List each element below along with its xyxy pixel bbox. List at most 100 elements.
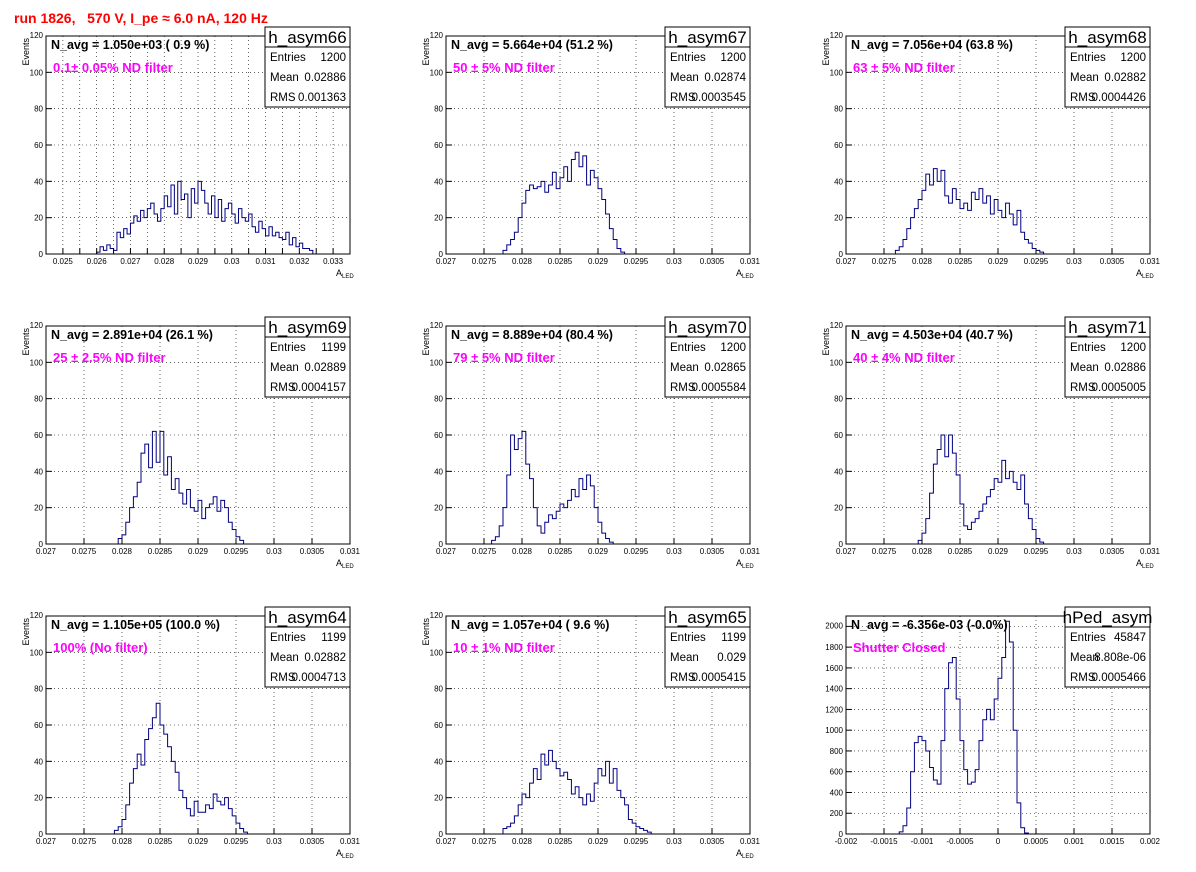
y-tick-label: 80 <box>34 105 43 114</box>
y-tick-label: 20 <box>834 504 843 513</box>
y-tick-label: 20 <box>834 214 843 223</box>
x-tick-label: 0.029 <box>188 257 209 266</box>
stats-value: 1200 <box>720 52 746 64</box>
stats-value: 45847 <box>1114 632 1146 644</box>
x-tick-label: 0.0295 <box>1024 257 1049 266</box>
y-tick-label: 100 <box>30 358 44 367</box>
y-tick-label: 0 <box>439 250 444 259</box>
x-tick-label: 0.0295 <box>224 837 249 846</box>
x-axis-label-sub: LED <box>342 564 354 570</box>
x-tick-label: 0.0275 <box>72 837 97 846</box>
y-tick-label: 20 <box>34 214 43 223</box>
stats-box <box>1064 336 1151 398</box>
y-tick-label: 1200 <box>825 705 843 714</box>
y-tick-label: 1800 <box>825 643 843 652</box>
y-axis-label: Events <box>821 328 831 356</box>
stats-box <box>1064 626 1151 688</box>
y-tick-label: 60 <box>34 721 43 730</box>
x-tick-label: 0.028 <box>912 257 933 266</box>
y-axis-label: Events <box>21 618 31 646</box>
x-tick-label: 0.028 <box>112 547 133 556</box>
x-tick-label: 0 <box>996 837 1001 846</box>
y-tick-label: 120 <box>830 31 844 40</box>
y-tick-label: 0 <box>839 830 844 839</box>
y-tick-label: 20 <box>34 504 43 513</box>
stats-box <box>264 46 351 108</box>
filter-label: 0.1± 0.05% ND filter <box>53 60 173 75</box>
histogram-bars <box>917 434 1045 544</box>
x-tick-label: 0.028 <box>154 257 175 266</box>
y-tick-label: 20 <box>434 214 443 223</box>
y-tick-label: 2000 <box>825 621 843 630</box>
navg-label: N_avg = 7.056e+04 (63.8 %) <box>851 38 1013 52</box>
y-axis-label: Events <box>21 38 31 66</box>
y-tick-label: 0 <box>39 830 44 839</box>
stats-value: 0.0005466 <box>1092 672 1146 684</box>
x-axis-label-sub: LED <box>1142 274 1154 280</box>
x-tick-label: 0.031 <box>740 837 761 846</box>
y-tick-label: 0 <box>39 250 44 259</box>
x-axis-label: ALED <box>336 268 354 280</box>
x-tick-label: 0.031 <box>340 837 361 846</box>
x-tick-label: 0.03 <box>224 257 240 266</box>
stats-label: RMS <box>1070 382 1096 394</box>
y-tick-label: 80 <box>34 685 43 694</box>
x-tick-label: 0.0305 <box>700 257 725 266</box>
x-tick-label: 0.027 <box>120 257 141 266</box>
y-tick-label: 80 <box>834 395 843 404</box>
histogram-panel-hPed_asym: -0.002 -0.0015 -0.001 -0.0005 0 0.0005 0.001 0.… <box>825 606 1161 846</box>
stats-value: 1200 <box>320 52 346 64</box>
x-axis-label-sub: LED <box>742 854 754 860</box>
stats-label: Mean <box>270 362 299 374</box>
x-axis-label-sub: LED <box>342 854 354 860</box>
x-tick-label: 0.0305 <box>1100 257 1125 266</box>
stats-label: RMS <box>1070 92 1096 104</box>
stats-value: 0.0005584 <box>692 382 747 394</box>
stats-label: RMS <box>670 672 696 684</box>
y-tick-label: 400 <box>830 788 844 797</box>
stats-value: 8.808e-06 <box>1094 652 1146 664</box>
y-tick-label: 60 <box>834 431 843 440</box>
x-tick-label: 0.0275 <box>872 547 897 556</box>
stats-label: RMS <box>670 92 696 104</box>
stats-label: Mean <box>670 362 699 374</box>
x-tick-label: 0.031 <box>1140 547 1161 556</box>
y-tick-label: 120 <box>30 611 44 620</box>
y-tick-label: 60 <box>434 431 443 440</box>
stats-title: h_asym64 <box>268 608 346 627</box>
stats-label: Mean <box>270 72 299 84</box>
y-tick-label: 120 <box>430 31 444 40</box>
histogram-bars <box>117 430 245 544</box>
stats-box <box>264 626 351 688</box>
stats-value: 1199 <box>721 632 746 644</box>
x-tick-label: 0.03 <box>266 837 282 846</box>
y-axis-label: Events <box>421 328 431 356</box>
y-tick-label: 40 <box>34 467 43 476</box>
stats-label: Mean <box>670 72 699 84</box>
stats-title: h_asym70 <box>668 318 746 337</box>
stats-label: Entries <box>270 52 306 64</box>
y-tick-label: 80 <box>434 685 443 694</box>
y-axis-label: Events <box>21 328 31 356</box>
filter-label: 100% (No filter) <box>53 640 148 655</box>
y-tick-label: 100 <box>830 68 844 77</box>
stats-label: Entries <box>670 342 706 354</box>
stats-value: 0.02865 <box>704 362 746 374</box>
x-tick-label: 0.027 <box>36 547 57 556</box>
histogram-bars <box>502 151 626 254</box>
stats-label: Mean <box>1070 362 1099 374</box>
stats-label: Mean <box>1070 72 1099 84</box>
histogram-panel-h_asym66: 0.025 0.026 0.027 0.028 0.029 0.03 0.031 0.032 0… <box>21 26 354 280</box>
y-tick-label: 60 <box>34 141 43 150</box>
stats-box <box>664 336 751 398</box>
y-tick-label: 20 <box>434 794 443 803</box>
x-tick-label: 0.0295 <box>624 837 649 846</box>
stats-box <box>1064 46 1151 108</box>
y-tick-label: 60 <box>434 141 443 150</box>
x-tick-label: -0.002 <box>835 837 858 846</box>
x-tick-label: -0.0015 <box>870 837 898 846</box>
histogram-bars <box>96 180 314 254</box>
histogram-panel-h_asym65: 0.027 0.0275 0.028 0.0285 0.029 0.0295 0.03 0.0… <box>421 606 761 860</box>
y-tick-label: 200 <box>830 809 844 818</box>
stats-value: 0.02886 <box>1104 362 1146 374</box>
